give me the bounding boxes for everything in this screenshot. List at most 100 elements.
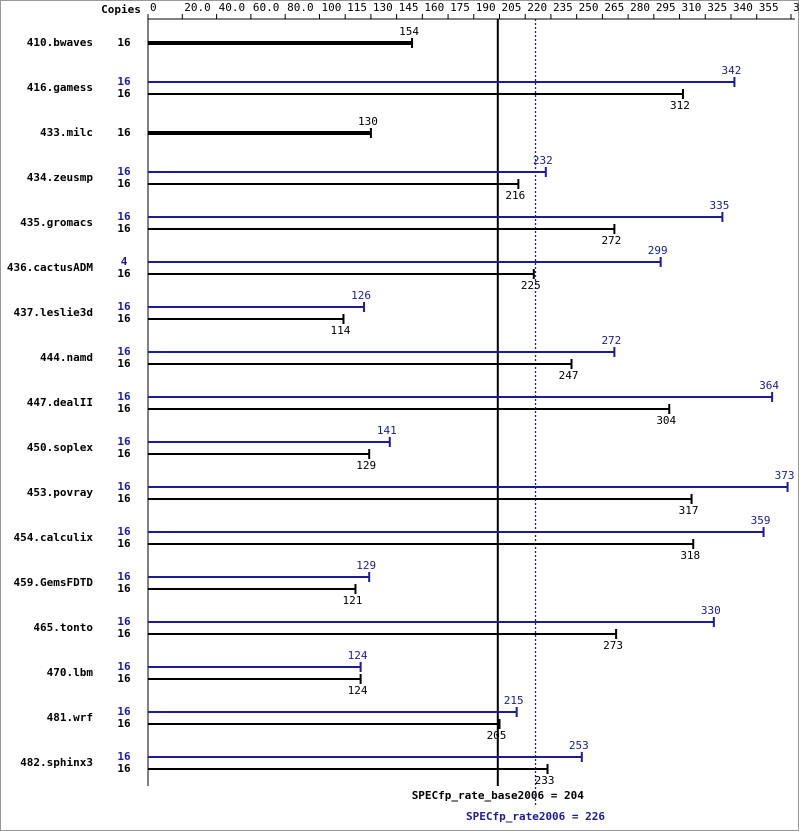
copies-label: 16 bbox=[117, 705, 131, 718]
category-label: 444.namd bbox=[40, 351, 93, 364]
value-label: 154 bbox=[399, 25, 419, 38]
copies-label: 16 bbox=[117, 36, 131, 49]
category-label: 465.tonto bbox=[33, 621, 93, 634]
copies-label: 16 bbox=[117, 435, 131, 448]
value-label: 141 bbox=[377, 424, 397, 437]
value-label: 335 bbox=[709, 199, 729, 212]
value-label: 373 bbox=[775, 469, 795, 482]
copies-label: 16 bbox=[117, 312, 131, 325]
x-tick-label: 60.0 bbox=[253, 1, 280, 14]
category-label: 416.gamess bbox=[27, 81, 93, 94]
copies-label: 16 bbox=[117, 537, 131, 550]
value-label: 247 bbox=[559, 369, 579, 382]
x-tick-label: 295 bbox=[656, 1, 676, 14]
value-label: 126 bbox=[351, 289, 371, 302]
copies-label: 16 bbox=[117, 480, 131, 493]
category-label: 410.bwaves bbox=[27, 36, 93, 49]
category-label: 459.GemsFDTD bbox=[14, 576, 94, 589]
category-label: 481.wrf bbox=[47, 711, 93, 724]
copies-label: 16 bbox=[117, 672, 131, 685]
copies-label: 16 bbox=[117, 267, 131, 280]
category-label: 437.leslie3d bbox=[14, 306, 93, 319]
x-tick-label: 355 bbox=[759, 1, 779, 14]
x-tick-label: 325 bbox=[707, 1, 727, 14]
category-label: 470.lbm bbox=[47, 666, 94, 679]
copies-label: 16 bbox=[117, 390, 131, 403]
category-label: 433.milc bbox=[40, 126, 93, 139]
value-label: 304 bbox=[656, 414, 676, 427]
value-label: 124 bbox=[348, 684, 368, 697]
category-label: 447.dealII bbox=[27, 396, 93, 409]
copies-label: 16 bbox=[117, 357, 131, 370]
value-label: 232 bbox=[533, 154, 553, 167]
x-tick-label: 340 bbox=[733, 1, 753, 14]
x-tick-label: 130 bbox=[373, 1, 393, 14]
copies-label: 16 bbox=[117, 165, 131, 178]
copies-label: 16 bbox=[117, 177, 131, 190]
x-tick-label: 250 bbox=[579, 1, 599, 14]
x-tick-label: 115 bbox=[347, 1, 367, 14]
x-tick-label: 20.0 bbox=[184, 1, 211, 14]
category-label: 453.povray bbox=[27, 486, 94, 499]
value-label: 205 bbox=[487, 729, 507, 742]
copies-label: 16 bbox=[117, 570, 131, 583]
x-tick-label: 375 bbox=[793, 1, 799, 14]
category-label: 454.calculix bbox=[14, 531, 94, 544]
value-label: 216 bbox=[505, 189, 525, 202]
value-label: 233 bbox=[535, 774, 555, 787]
value-label: 273 bbox=[603, 639, 623, 652]
x-tick-label: 80.0 bbox=[287, 1, 314, 14]
value-label: 121 bbox=[343, 594, 363, 607]
value-label: 124 bbox=[348, 649, 368, 662]
copies-label: 16 bbox=[117, 75, 131, 88]
value-label: 318 bbox=[680, 549, 700, 562]
x-tick-label: 235 bbox=[553, 1, 573, 14]
value-label: 225 bbox=[521, 279, 541, 292]
value-label: 272 bbox=[601, 234, 621, 247]
category-label: 450.soplex bbox=[27, 441, 94, 454]
copies-label: 16 bbox=[117, 525, 131, 538]
value-label: 272 bbox=[601, 334, 621, 347]
x-tick-label: 175 bbox=[450, 1, 470, 14]
value-label: 114 bbox=[331, 324, 351, 337]
category-label: 436.cactusADM bbox=[7, 261, 93, 274]
x-tick-label: 100 bbox=[321, 1, 341, 14]
copies-label: 4 bbox=[121, 255, 128, 268]
copies-label: 16 bbox=[117, 582, 131, 595]
value-label: 299 bbox=[648, 244, 668, 257]
copies-label: 16 bbox=[117, 627, 131, 640]
category-label: 434.zeusmp bbox=[27, 171, 94, 184]
value-label: 129 bbox=[356, 559, 376, 572]
copies-label: 16 bbox=[117, 447, 131, 460]
value-label: 364 bbox=[759, 379, 779, 392]
copies-label: 16 bbox=[117, 750, 131, 763]
x-tick-label: 265 bbox=[604, 1, 624, 14]
x-tick-label: 0 bbox=[150, 1, 157, 14]
copies-label: 16 bbox=[117, 126, 131, 139]
copies-label: 16 bbox=[117, 717, 131, 730]
copies-label: 16 bbox=[117, 210, 131, 223]
value-label: 359 bbox=[751, 514, 771, 527]
copies-label: 16 bbox=[117, 222, 131, 235]
copies-label: 16 bbox=[117, 87, 131, 100]
copies-label: 16 bbox=[117, 660, 131, 673]
value-label: 342 bbox=[721, 64, 741, 77]
copies-label: 16 bbox=[117, 402, 131, 415]
category-label: 435.gromacs bbox=[20, 216, 93, 229]
copies-label: 16 bbox=[117, 345, 131, 358]
value-label: 129 bbox=[356, 459, 376, 472]
reference-label: SPECfp_rate2006 = 226 bbox=[466, 810, 605, 823]
copies-label: 16 bbox=[117, 300, 131, 313]
x-tick-label: 40.0 bbox=[219, 1, 246, 14]
x-tick-label: 145 bbox=[399, 1, 419, 14]
copies-label: 16 bbox=[117, 492, 131, 505]
copies-label: 16 bbox=[117, 762, 131, 775]
value-label: 253 bbox=[569, 739, 589, 752]
x-tick-label: 205 bbox=[502, 1, 522, 14]
x-tick-label: 310 bbox=[682, 1, 702, 14]
x-tick-label: 280 bbox=[630, 1, 650, 14]
copies-label: 16 bbox=[117, 615, 131, 628]
value-label: 312 bbox=[670, 99, 690, 112]
